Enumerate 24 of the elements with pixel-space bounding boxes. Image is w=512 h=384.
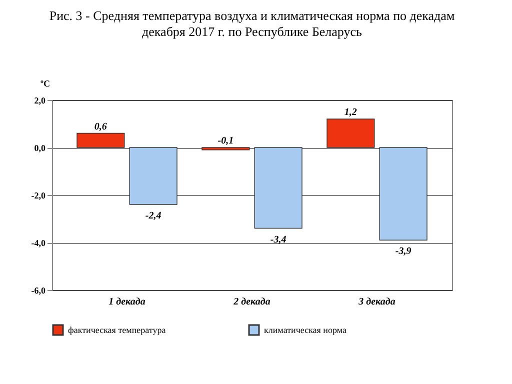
y-axis-title: ºС bbox=[40, 78, 50, 88]
data-label: -3,9 bbox=[395, 246, 412, 258]
legend-label: климатическая норма bbox=[264, 325, 346, 335]
bar bbox=[202, 147, 250, 150]
bar bbox=[379, 147, 428, 240]
bar bbox=[254, 147, 302, 229]
data-label: -3,4 bbox=[270, 234, 286, 246]
x-tick-label: 3 декада bbox=[358, 296, 396, 308]
y-tick-label: -4,0 bbox=[31, 238, 46, 248]
x-tick-label: 2 декада bbox=[232, 296, 270, 308]
bar bbox=[326, 118, 375, 148]
data-label: 0,6 bbox=[94, 121, 107, 132]
data-label: -0,1 bbox=[218, 136, 234, 146]
data-label: -2,4 bbox=[145, 210, 162, 222]
y-tick-label: -6,0 bbox=[31, 286, 46, 296]
chart-title: Рис. 3 - Средняя температура воздуха и климатическая норма по декадам декабря 2017 г. по Республике Беларусь bbox=[49, 8, 455, 39]
legend-label: фактическая температура bbox=[68, 325, 166, 335]
x-tick-label: 1 декада bbox=[108, 296, 146, 308]
y-tick-label: -2,0 bbox=[31, 190, 46, 200]
bar bbox=[129, 147, 178, 205]
y-tick-label: 0,0 bbox=[34, 143, 46, 153]
bar bbox=[76, 132, 125, 148]
data-label: 1,2 bbox=[344, 107, 357, 118]
y-tick-label: 2,0 bbox=[34, 96, 46, 106]
